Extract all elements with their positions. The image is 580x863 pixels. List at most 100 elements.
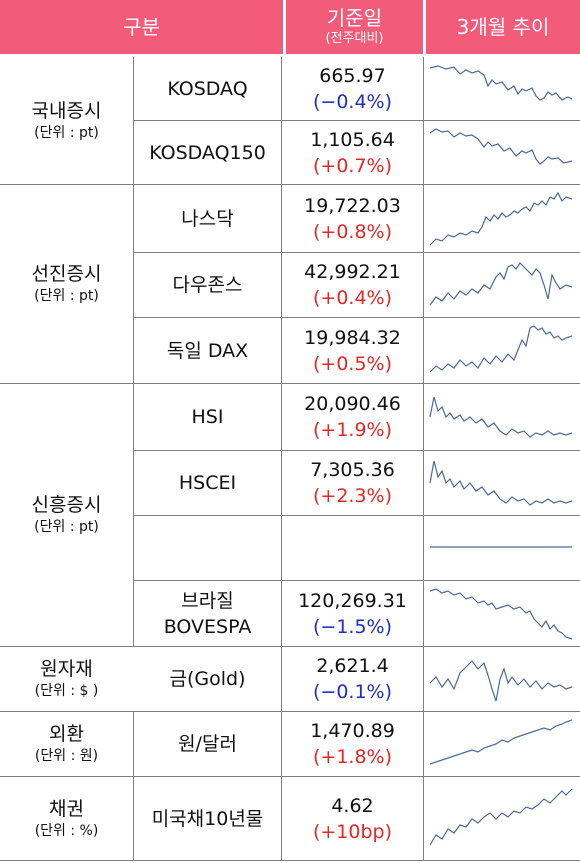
sparkline-hsi — [429, 396, 573, 438]
index-change: (+0.5%) — [312, 352, 392, 375]
index-value: 1,470.89 — [310, 720, 395, 742]
header-category-label: 구분 — [123, 15, 160, 39]
group-title: 외환 — [49, 723, 84, 745]
divider — [423, 57, 424, 860]
row-name-hscei: HSCEI — [134, 451, 281, 515]
row-value-empty — [282, 516, 423, 580]
row-name-krwusd: 원/달러 — [134, 712, 281, 776]
divider — [0, 383, 580, 384]
index-name: KOSDAQ150 — [149, 141, 266, 164]
row-name-gold: 금(Gold) — [134, 647, 281, 711]
index-change: (+1.9%) — [312, 419, 392, 441]
sparkline-krwusd — [429, 719, 573, 765]
row-value-ust10y: 4.62 (+10bp) — [282, 777, 423, 860]
divider — [133, 57, 134, 646]
header-category: 구분 — [0, 0, 283, 54]
group-emerging: 신흥증시 (단위 : pt) — [0, 384, 133, 646]
index-value: 19,722.03 — [304, 194, 401, 217]
index-change: (+10bp) — [312, 820, 393, 843]
divider — [133, 580, 580, 581]
group-unit: (단위 : pt) — [34, 124, 99, 141]
divider — [133, 252, 580, 253]
header-date-label: 기준일 — [326, 6, 383, 30]
index-name: 독일 DAX — [166, 339, 249, 362]
row-name-bovespa: 브라질 BOVESPA — [134, 581, 281, 646]
row-name-kosdaq: KOSDAQ — [134, 57, 281, 120]
header-date-sub: (전주대비) — [325, 31, 384, 46]
divider — [133, 711, 134, 860]
divider — [0, 646, 580, 647]
index-value: 7,305.36 — [310, 459, 395, 481]
row-value-kosdaq150: 1,105.64 (+0.7%) — [282, 121, 423, 184]
index-change: (−1.5%) — [312, 615, 392, 638]
header-date: 기준일 (전주대비) — [286, 0, 423, 54]
group-title: 국내증시 — [31, 99, 102, 122]
index-change: (+1.8%) — [312, 746, 392, 768]
row-value-dax: 19,984.32 (+0.5%) — [282, 318, 423, 383]
group-bond: 채권 (단위 : %) — [0, 777, 133, 860]
group-unit: (단위 : 원) — [34, 748, 99, 764]
index-change: (−0.1%) — [312, 681, 392, 703]
group-title: 원자재 — [40, 658, 93, 680]
sparkline-hscei — [429, 460, 573, 506]
group-fx: 외환 (단위 : 원) — [0, 712, 133, 776]
index-value: 19,984.32 — [304, 326, 401, 349]
divider — [133, 515, 580, 516]
divider — [133, 120, 580, 121]
divider — [0, 860, 580, 861]
sparkline-ust10y — [429, 788, 573, 846]
sparkline-dax — [429, 325, 573, 373]
row-value-krwusd: 1,470.89 (+1.8%) — [282, 712, 423, 776]
row-value-nasdaq: 19,722.03 (+0.8%) — [282, 185, 423, 252]
row-name-dax: 독일 DAX — [134, 318, 281, 383]
index-name: 미국채10년물 — [151, 807, 264, 830]
header-trend: 3개월 추이 — [426, 0, 580, 54]
group-unit: (단위 : %) — [34, 822, 99, 839]
sparkline-nasdaq — [429, 191, 573, 246]
row-name-dow: 다우존스 — [134, 253, 281, 317]
group-unit: (단위 : $ ) — [34, 683, 99, 699]
index-change: (−0.4%) — [312, 90, 392, 113]
row-value-dow: 42,992.21 (+0.4%) — [282, 253, 423, 317]
index-name: 원/달러 — [178, 733, 237, 755]
divider — [133, 450, 580, 451]
header-trend-label: 3개월 추이 — [456, 15, 550, 39]
divider — [0, 184, 580, 185]
sparkline-empty — [430, 546, 572, 548]
row-name-empty — [134, 516, 281, 580]
index-change: (+2.3%) — [312, 485, 392, 507]
row-name-nasdaq: 나스닥 — [134, 185, 281, 252]
index-value: 2,621.4 — [316, 655, 389, 677]
index-name: 금(Gold) — [169, 668, 246, 690]
group-unit: (단위 : pt) — [34, 288, 99, 304]
index-change: (+0.7%) — [312, 154, 392, 177]
index-change: (+0.4%) — [312, 287, 392, 309]
divider — [281, 57, 282, 860]
divider — [0, 711, 580, 712]
sparkline-bovespa — [429, 588, 573, 640]
row-name-kosdaq150: KOSDAQ150 — [134, 121, 281, 184]
row-value-hsi: 20,090.46 (+1.9%) — [282, 384, 423, 450]
index-change: (+0.8%) — [312, 220, 392, 243]
group-commodity: 원자재 (단위 : $ ) — [0, 647, 133, 711]
group-domestic: 국내증시 (단위 : pt) — [0, 57, 133, 184]
sparkline-kosdaq150 — [429, 128, 573, 165]
index-value: 1,105.64 — [310, 128, 395, 151]
index-value: 20,090.46 — [304, 393, 401, 415]
index-name: 나스닥 — [181, 207, 234, 230]
row-value-hscei: 7,305.36 (+2.3%) — [282, 451, 423, 515]
index-value: 4.62 — [331, 794, 374, 817]
group-title: 채권 — [49, 797, 84, 820]
row-value-kosdaq: 665.97 (−0.4%) — [282, 57, 423, 120]
sparkline-gold — [429, 660, 573, 702]
group-unit: (단위 : pt) — [34, 519, 99, 535]
group-developed: 선진증시 (단위 : pt) — [0, 185, 133, 383]
index-name: 다우존스 — [172, 274, 243, 296]
divider — [133, 317, 580, 318]
index-name: HSI — [191, 406, 224, 428]
row-name-ust10y: 미국채10년물 — [134, 777, 281, 860]
index-name: HSCEI — [178, 472, 237, 494]
index-name: KOSDAQ — [167, 77, 248, 100]
index-name-line2: BOVESPA — [163, 615, 252, 638]
